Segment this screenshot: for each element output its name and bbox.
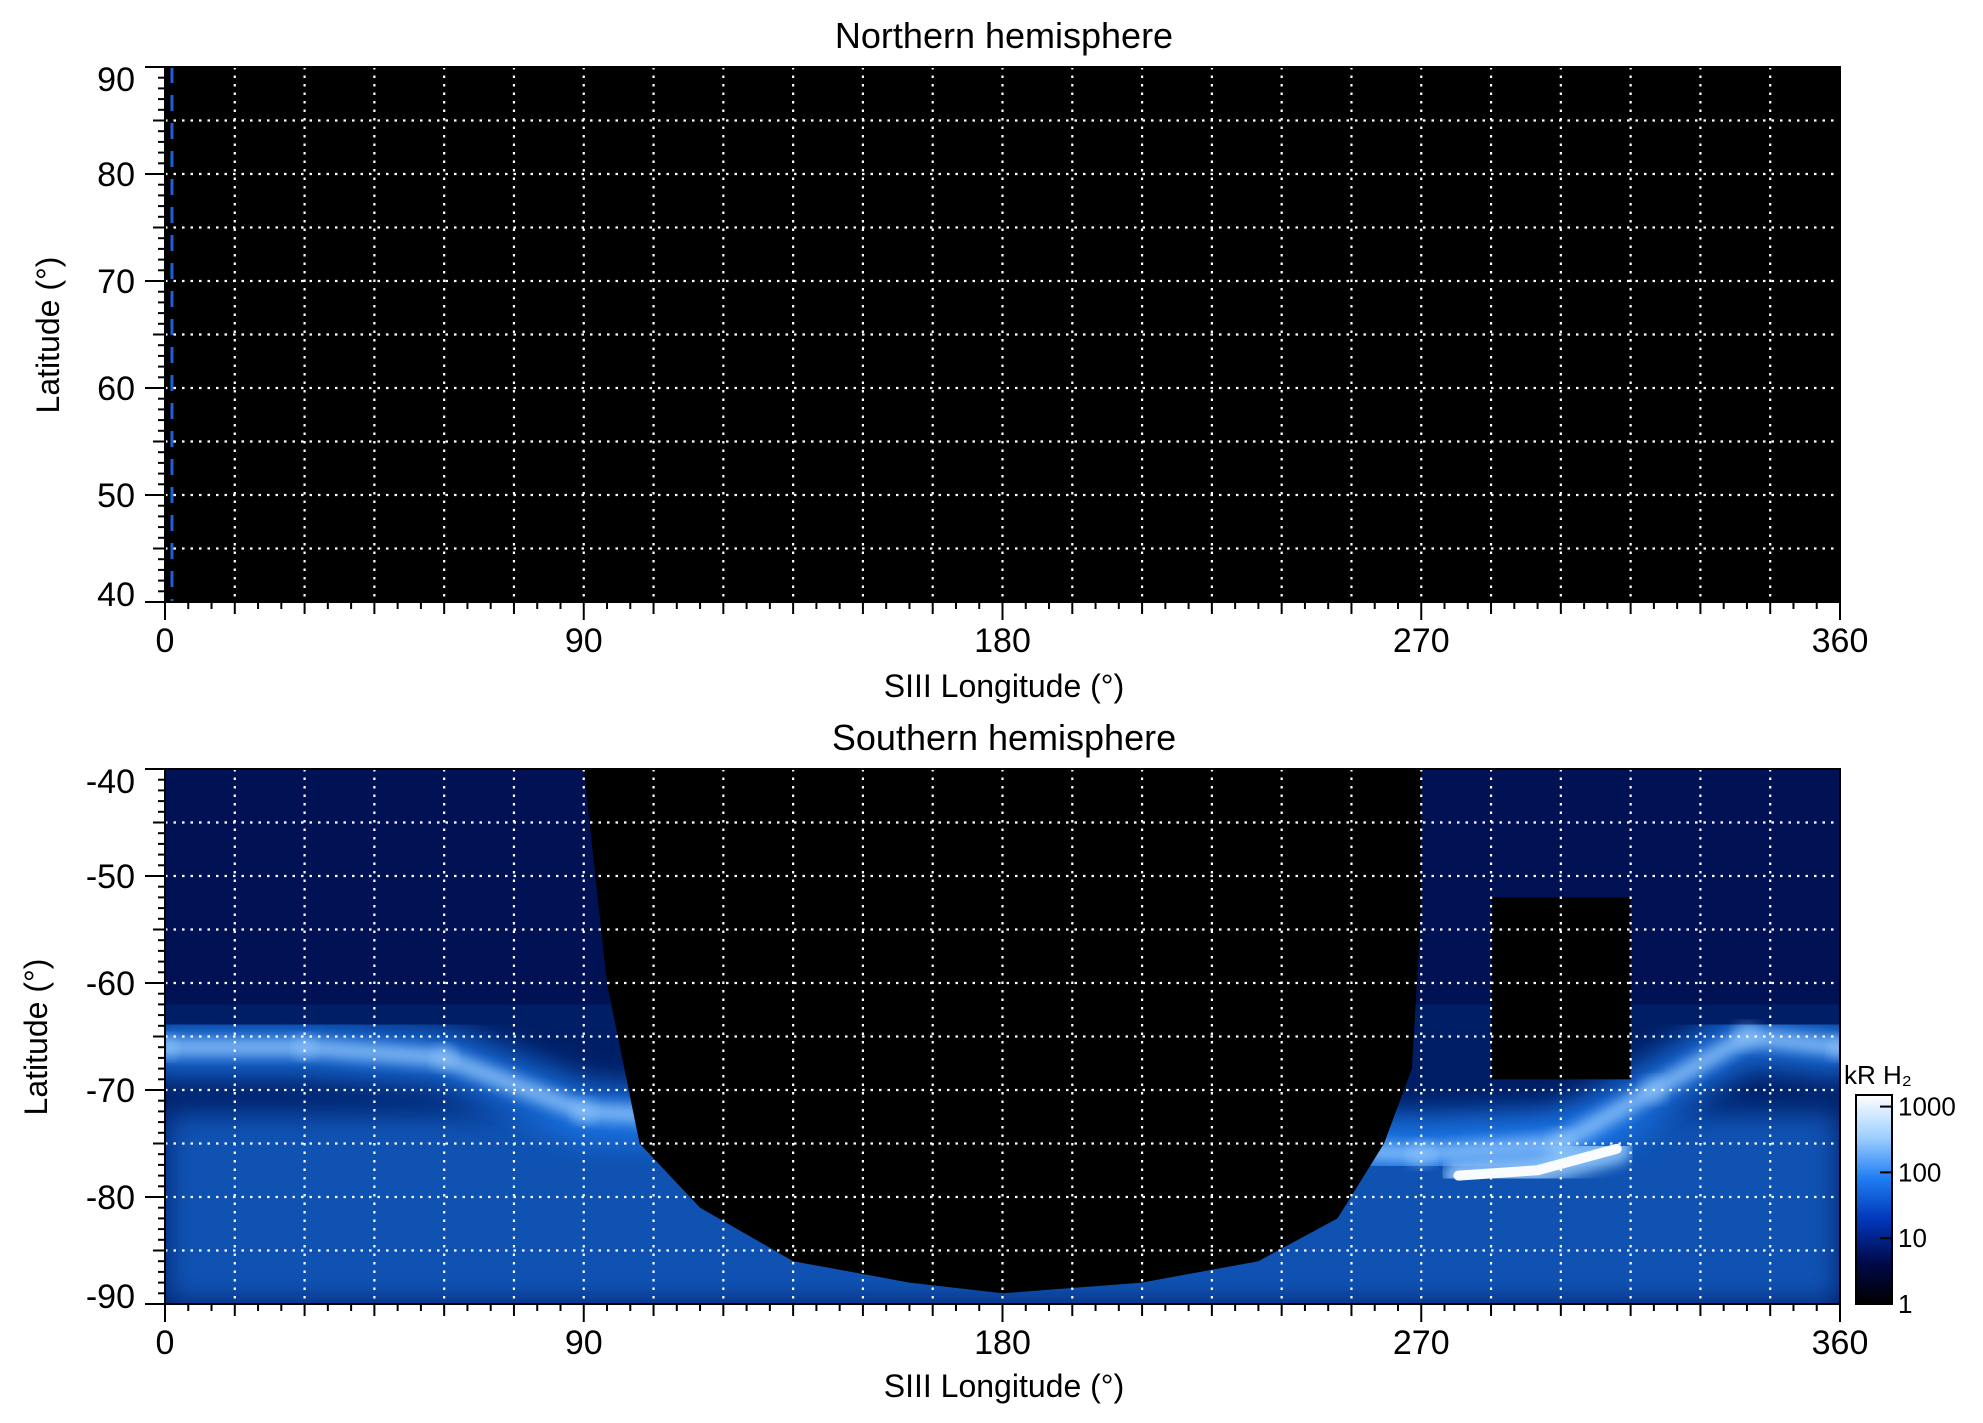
main-oval-point (1827, 1034, 1840, 1061)
main-oval-point (291, 1034, 318, 1061)
south-x-tick-label: 360 (1812, 1324, 1869, 1362)
north-y-tick-label: 50 (97, 477, 135, 515)
south-y-tick-label: -70 (86, 1072, 135, 1110)
south-data-gap (1491, 897, 1631, 1080)
north-x-tick-label: 0 (156, 622, 175, 660)
north-y-tick-label: 70 (97, 263, 135, 301)
north-x-tick-label: 360 (1812, 622, 1869, 660)
bright-arc-core (1453, 1143, 1622, 1181)
south-y-tick-label: -40 (86, 763, 135, 801)
colorbar-ticks: 1 10 100 1000 (1880, 1092, 1956, 1319)
north-y-tick-label: 90 (97, 61, 135, 99)
colorbar: kR H₂ 1 10 100 1000 (1844, 1060, 1956, 1319)
northern-panel: Northern hemisphere 0 90 180 270 360 40 50 60 70… (30, 15, 1868, 704)
colorbar-tick-label: 100 (1898, 1157, 1941, 1187)
north-x-tick-label: 180 (974, 622, 1031, 660)
colorbar-tick-label: 1 (1898, 1289, 1912, 1319)
north-grid (165, 67, 1840, 602)
north-title: Northern hemisphere (835, 15, 1173, 56)
south-x-tick-label: 90 (565, 1324, 603, 1362)
north-x-axis-label: SIII Longitude (°) (884, 668, 1124, 704)
north-axes: 0 90 180 270 360 40 50 60 70 80 90 (97, 61, 1868, 660)
north-x-tick-label: 90 (565, 622, 603, 660)
colorbar-tick-label: 1000 (1898, 1092, 1956, 1122)
north-y-tick-label: 40 (97, 576, 135, 614)
south-y-tick-label: -80 (86, 1179, 135, 1217)
colorbar-gradient (1855, 1094, 1893, 1305)
south-x-tick-label: 0 (156, 1324, 175, 1362)
south-title: Southern hemisphere (832, 717, 1176, 758)
south-map (165, 769, 1840, 1304)
north-y-axis-label: Latitude (°) (30, 257, 66, 414)
south-x-tick-label: 270 (1393, 1324, 1450, 1362)
north-y-tick-label: 60 (97, 370, 135, 408)
south-grid (165, 769, 1840, 1304)
south-axes: 0 90 180 270 360 -90 -80 -70 -60 -50 -40 (86, 763, 1869, 1362)
north-y-tick-label: 80 (97, 156, 135, 194)
main-oval-point (1407, 1140, 1436, 1169)
main-oval-point (165, 1034, 178, 1061)
colorbar-label: kR H₂ (1844, 1060, 1912, 1090)
south-y-tick-label: -90 (86, 1278, 135, 1316)
south-x-axis-label: SIII Longitude (°) (884, 1368, 1124, 1404)
south-x-tick-label: 180 (974, 1324, 1031, 1362)
south-y-axis-label: Latitude (°) (18, 959, 54, 1116)
north-map-background (165, 67, 1840, 602)
colorbar-tick-label: 10 (1898, 1223, 1927, 1253)
south-y-tick-label: -60 (86, 965, 135, 1003)
southern-panel: Southern hemisphere 0 90 180 270 360 -90 -80 -7… (18, 717, 1956, 1404)
south-y-tick-label: -50 (86, 858, 135, 896)
north-x-tick-label: 270 (1393, 622, 1450, 660)
main-oval-point (430, 1044, 458, 1072)
